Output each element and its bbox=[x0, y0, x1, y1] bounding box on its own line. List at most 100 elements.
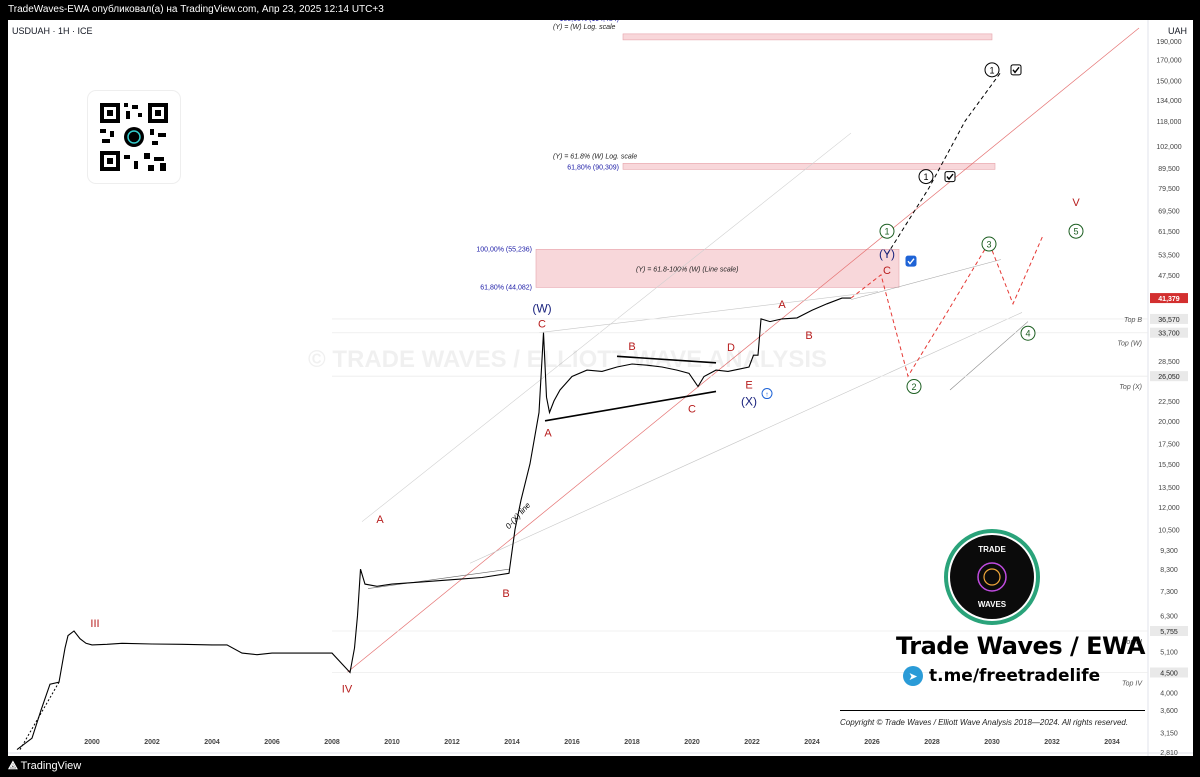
wave-label-16: V bbox=[1072, 197, 1080, 209]
qr-code-icon bbox=[88, 91, 180, 183]
up-arrow-icon bbox=[761, 388, 773, 400]
fib-zone-label-2: (Y) = (W) Log. scale bbox=[553, 24, 616, 31]
level-chip-label-0: 36,570 bbox=[1158, 317, 1180, 324]
symbol-label: USDUAH · 1H · ICE bbox=[12, 26, 93, 36]
wave-circle-1 bbox=[918, 169, 934, 185]
y-tick-24: 8,300 bbox=[1160, 567, 1178, 574]
fib-zone-low-1: 61,80% (90,309) bbox=[567, 164, 619, 171]
b-wave-wedge-line bbox=[367, 568, 510, 589]
x-tick-4: 2008 bbox=[324, 739, 340, 746]
brand-badge-bottom: WAVES bbox=[978, 600, 1007, 609]
level-chip-label-3: 5,755 bbox=[1160, 629, 1178, 636]
tradingview-logo-text: TradingView bbox=[20, 760, 82, 772]
checkbox-icon bbox=[905, 255, 917, 267]
brand-badge-orbit-icon bbox=[977, 562, 1007, 592]
level-tag-2: Top (X) bbox=[1119, 384, 1142, 391]
brand-badge-ring bbox=[944, 529, 1040, 625]
y-tick-14: 28,500 bbox=[1158, 359, 1180, 366]
level-chip-2 bbox=[1150, 371, 1188, 382]
y-tick-31: 3,600 bbox=[1160, 708, 1178, 715]
chart-panel[interactable]: USDUAH · 1H · ICE UAH (Y) = 61.8-100% (W) … bbox=[8, 20, 1193, 756]
wave-circle-2 bbox=[984, 62, 1000, 78]
fib-zone-label-0: (Y) = 61.8-100% (W) (Line scale) bbox=[636, 266, 739, 273]
checkbox-check-icon bbox=[1012, 66, 1020, 74]
level-tag-4: Top IV bbox=[1122, 681, 1143, 688]
y-tick-9: 61,500 bbox=[1158, 229, 1180, 236]
y-tick-6: 89,500 bbox=[1158, 166, 1180, 173]
wave-label-8: C bbox=[688, 404, 696, 416]
y-tick-32: 3,150 bbox=[1160, 731, 1178, 738]
wave-label-2: A bbox=[376, 514, 384, 526]
last-price-marker bbox=[1150, 293, 1188, 304]
brand-title: Trade Waves / EWA bbox=[896, 632, 1145, 660]
projection-channel-line bbox=[949, 321, 1029, 391]
wave-circle-0 bbox=[879, 223, 895, 239]
wave-label-1: IV bbox=[342, 683, 353, 695]
y-tick-2: 150,000 bbox=[1156, 79, 1181, 86]
wave-label-15: (Y) bbox=[879, 247, 895, 261]
wave-circle-label-6: 5 bbox=[1073, 227, 1078, 237]
level-tag-0: Top B bbox=[1124, 317, 1142, 324]
level-tag-1: Top (W) bbox=[1117, 341, 1142, 348]
y-tick-11: 47,500 bbox=[1158, 273, 1180, 280]
y-tick-33: 2,810 bbox=[1160, 750, 1178, 756]
fib-zone-0 bbox=[535, 249, 900, 288]
checkbox-check-icon bbox=[907, 258, 915, 265]
x-tick-0: 2000 bbox=[84, 739, 100, 746]
x-tick-1: 2002 bbox=[144, 739, 160, 746]
wave-circle-label-2: 1 bbox=[989, 65, 994, 75]
price-series-line bbox=[16, 297, 851, 751]
triangle-lower-line bbox=[544, 390, 717, 422]
y-tick-18: 17,500 bbox=[1158, 441, 1180, 448]
y-tick-20: 13,500 bbox=[1158, 485, 1180, 492]
wave-circle-5 bbox=[1020, 325, 1036, 341]
fib-zone-2 bbox=[622, 33, 993, 41]
y-tick-21: 12,000 bbox=[1158, 505, 1180, 512]
x-tick-6: 2012 bbox=[444, 739, 460, 746]
wave-circle-label-4: 3 bbox=[986, 240, 991, 250]
level-chip-3 bbox=[1150, 626, 1188, 637]
y-tick-19: 15,500 bbox=[1158, 462, 1180, 469]
wave-circle-6 bbox=[1068, 223, 1084, 239]
price-chart[interactable]: USDUAH · 1H · ICE UAH (Y) = 61.8-100% (W) … bbox=[8, 20, 1193, 756]
x-tick-16: 2032 bbox=[1044, 739, 1060, 746]
wave-label-14: C bbox=[883, 265, 891, 277]
x-tick-14: 2028 bbox=[924, 739, 940, 746]
y-tick-22: 10,500 bbox=[1158, 528, 1180, 535]
level-tag-3: Top III bbox=[1123, 639, 1142, 646]
tradingview-logo-icon: ⟁ bbox=[8, 760, 18, 772]
red-trend-line bbox=[346, 27, 1140, 673]
y-tick-3: 134,000 bbox=[1156, 98, 1181, 105]
y-tick-25: 7,300 bbox=[1160, 589, 1178, 596]
y-tick-1: 170,000 bbox=[1156, 58, 1181, 65]
tradingview-footer: ⟁ TradingView bbox=[0, 756, 1200, 777]
telegram-icon: ➤ bbox=[903, 666, 923, 686]
level-chip-0 bbox=[1150, 313, 1188, 324]
x-tick-3: 2006 bbox=[264, 739, 280, 746]
y-tick-7: 79,500 bbox=[1158, 186, 1180, 193]
level-chip-label-2: 26,050 bbox=[1158, 374, 1180, 381]
x-tick-15: 2030 bbox=[984, 739, 1000, 746]
y-tick-30: 4,000 bbox=[1160, 690, 1178, 697]
wave-circle-3 bbox=[906, 379, 922, 395]
wave-circle-label-0: 1 bbox=[884, 227, 889, 237]
fib-zone-high-2: 100,00% (194,484) bbox=[559, 20, 619, 23]
x-tick-8: 2016 bbox=[564, 739, 580, 746]
brand-badge-orbit-inner-icon bbox=[983, 568, 1001, 586]
fib-zone-label-1: (Y) = 61.8% (W) Log. scale bbox=[553, 153, 637, 160]
level-chip-1 bbox=[1150, 327, 1188, 338]
y-tick-0: 190,000 bbox=[1156, 39, 1181, 46]
wave-label-7: B bbox=[628, 341, 635, 353]
checkbox-check-icon bbox=[946, 173, 954, 181]
x-tick-9: 2018 bbox=[624, 739, 640, 746]
x-tick-10: 2020 bbox=[684, 739, 700, 746]
y-tick-16: 22,500 bbox=[1158, 399, 1180, 406]
level-chip-4 bbox=[1150, 667, 1188, 678]
telegram-link[interactable]: ➤ t.me/freetradelife bbox=[903, 666, 1100, 686]
x-tick-17: 2034 bbox=[1104, 739, 1120, 746]
watermark-text: © TRADE WAVES / ELLIOTT WAVE ANALYSIS bbox=[308, 346, 827, 373]
wave-label-12: A bbox=[778, 299, 786, 311]
up-arrow-glyph: ↑ bbox=[765, 392, 769, 399]
wave-circle-label-5: 4 bbox=[1025, 329, 1030, 339]
x-tick-13: 2026 bbox=[864, 739, 880, 746]
